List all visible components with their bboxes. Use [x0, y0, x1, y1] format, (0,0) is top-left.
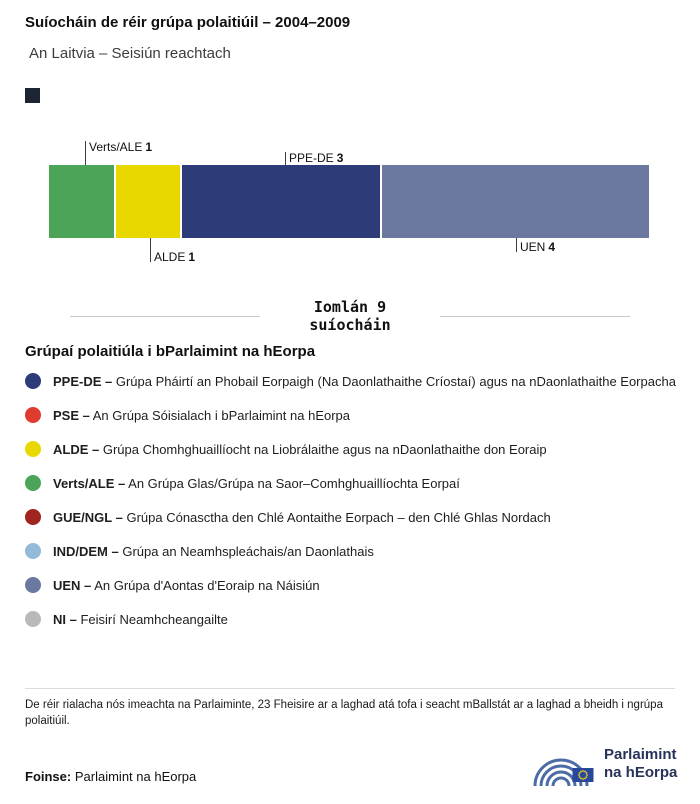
seat-chart: Verts/ALE 1 ALDE 1 PPE-DE 3 UEN 4	[49, 128, 649, 288]
legend-item-text: ALDE – Grúpa Chomhghuaillíocht na Liobrá…	[53, 442, 547, 457]
group-abbreviation: Verts/ALE –	[53, 476, 126, 491]
stacked-bar	[49, 165, 649, 238]
bar-label-seats: 1	[188, 250, 196, 264]
legend-item-ni-: NI – Feisirí Neamhcheangailte	[25, 610, 680, 629]
group-abbreviation: ALDE –	[53, 442, 100, 457]
bar-label-seats: 1	[145, 140, 153, 154]
total-rule-right	[440, 315, 630, 317]
bar-label-ppe-de: PPE-DE 3	[289, 152, 343, 165]
legend-item-gue-ngl-: GUE/NGL – Grúpa Cónasctha den Chlé Aonta…	[25, 508, 680, 527]
total-rule-left	[70, 315, 260, 317]
legend-item-ppe-de-: PPE-DE – Grúpa Pháirtí an Phobail Eorpai…	[25, 372, 680, 391]
bar-label-uen: UEN 4	[520, 241, 555, 254]
group-color-dot	[25, 475, 41, 491]
total-seats-label: Iomlán 9 suíocháin	[260, 298, 440, 334]
source-value: Parlaimint na hEorpa	[74, 769, 197, 784]
bar-label-group: ALDE	[154, 250, 186, 264]
callout-tick-verts-ale	[85, 141, 86, 165]
bar-label-group: UEN	[520, 240, 546, 254]
group-abbreviation: GUE/NGL –	[53, 510, 123, 525]
group-abbreviation: UEN –	[53, 578, 92, 593]
legend-item-text: PPE-DE – Grúpa Pháirtí an Phobail Eorpai…	[53, 374, 676, 389]
bar-segment-uen	[382, 165, 649, 238]
group-abbreviation: NI –	[53, 612, 77, 627]
bar-label-group: Verts/ALE	[89, 140, 143, 154]
legend-item-text: Verts/ALE – An Grúpa Glas/Grúpa na Saor–…	[53, 476, 460, 491]
callout-tick-uen	[516, 238, 517, 252]
source-label: Foinse:	[25, 769, 72, 784]
bar-label-seats: 4	[548, 240, 556, 254]
group-abbreviation: IND/DEM –	[53, 544, 119, 559]
accent-square	[25, 88, 40, 103]
group-color-dot	[25, 441, 41, 457]
legend-item-text: IND/DEM – Grúpa an Neamhspleáchais/an Da…	[53, 544, 374, 559]
footnote: De réir rialacha nós imeachta na Parlaim…	[25, 699, 663, 727]
total-line2: suíocháin	[309, 316, 391, 334]
bar-segment-ppe-de	[182, 165, 383, 238]
legend-item-ind-dem-: IND/DEM – Grúpa an Neamhspleáchais/an Da…	[25, 542, 680, 561]
legend-item-text: GUE/NGL – Grúpa Cónasctha den Chlé Aonta…	[53, 510, 551, 525]
hemicycle-flag-icon	[533, 758, 594, 786]
bar-label-verts-ale: Verts/ALE 1	[89, 141, 152, 154]
source-line: Foinse: Parlaimint na hEorpa	[25, 769, 196, 784]
legend-item-text: UEN – An Grúpa d'Aontas d'Eoraip na Náis…	[53, 578, 320, 593]
group-color-dot	[25, 577, 41, 593]
bar-label-group: PPE-DE	[289, 151, 334, 165]
legend-item-text: PSE – An Grúpa Sóisialach i bParlaimint …	[53, 408, 351, 423]
footer-divider	[25, 688, 675, 689]
legend-item-text: NI – Feisirí Neamhcheangailte	[53, 612, 228, 627]
group-abbreviation: PPE-DE –	[53, 374, 113, 389]
total-line1: Iomlán 9	[313, 298, 387, 316]
legend-item-uen-: UEN – An Grúpa d'Aontas d'Eoraip na Náis…	[25, 576, 680, 595]
group-color-dot	[25, 509, 41, 525]
legend-heading: Grúpaí polaitiúla i bParlaimint na hEorp…	[25, 343, 316, 360]
group-color-dot	[25, 543, 41, 559]
ep-logo-line1: Parlaimint	[604, 746, 677, 763]
page-subtitle: An Laitvia – Seisiún reachtach	[29, 45, 231, 62]
legend-item-verts-ale-: Verts/ALE – An Grúpa Glas/Grúpa na Saor–…	[25, 474, 680, 493]
bar-label-seats: 3	[336, 151, 344, 165]
callout-tick-ppe-de	[285, 152, 286, 165]
legend-item-alde-: ALDE – Grúpa Chomhghuaillíocht na Liobrá…	[25, 440, 680, 459]
bar-label-alde: ALDE 1	[154, 251, 195, 264]
legend-list: PPE-DE – Grúpa Pháirtí an Phobail Eorpai…	[25, 372, 680, 644]
legend-item-pse-: PSE – An Grúpa Sóisialach i bParlaimint …	[25, 406, 680, 425]
callout-tick-alde	[150, 238, 151, 262]
ep-logo: Parlaimint na hEorpa	[533, 742, 677, 786]
bar-segment-verts-ale	[49, 165, 116, 238]
ep-logo-text: Parlaimint na hEorpa	[604, 746, 677, 782]
group-abbreviation: PSE –	[53, 408, 90, 423]
ep-logo-line2: na hEorpa	[604, 764, 678, 781]
bar-segment-alde	[115, 165, 183, 238]
group-color-dot	[25, 407, 41, 423]
group-color-dot	[25, 373, 41, 389]
group-color-dot	[25, 611, 41, 627]
total-seats: Iomlán 9 suíocháin	[70, 298, 630, 334]
page-title: Suíocháin de réir grúpa polaitiúil – 200…	[25, 14, 351, 31]
